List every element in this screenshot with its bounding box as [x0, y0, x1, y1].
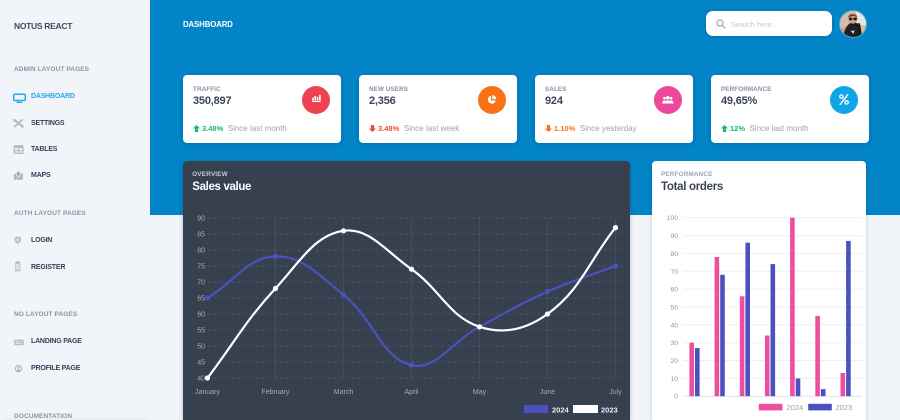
svg-text:2023: 2023: [836, 403, 853, 412]
svg-text:65: 65: [197, 296, 205, 303]
svg-text:20: 20: [670, 358, 678, 365]
svg-text:40: 40: [197, 376, 205, 383]
svg-text:50: 50: [197, 344, 205, 351]
svg-text:100: 100: [667, 215, 679, 222]
svg-text:May: May: [473, 389, 487, 396]
svg-text:90: 90: [670, 233, 678, 240]
svg-text:70: 70: [670, 269, 678, 276]
svg-text:2023: 2023: [601, 406, 618, 415]
svg-text:February: February: [261, 389, 290, 396]
svg-text:90: 90: [197, 216, 205, 223]
svg-text:80: 80: [197, 248, 205, 255]
svg-text:60: 60: [197, 312, 205, 319]
svg-text:85: 85: [197, 232, 205, 239]
svg-text:80: 80: [670, 251, 678, 258]
svg-text:70: 70: [197, 280, 205, 287]
svg-text:45: 45: [197, 360, 205, 367]
svg-text:January: January: [195, 389, 220, 396]
svg-text:30: 30: [670, 340, 678, 347]
svg-text:June: June: [540, 389, 555, 396]
svg-text:March: March: [334, 389, 354, 396]
svg-text:55: 55: [197, 328, 205, 335]
svg-text:2024: 2024: [552, 406, 570, 415]
svg-text:April: April: [404, 389, 418, 396]
svg-text:50: 50: [670, 305, 678, 312]
svg-text:2024: 2024: [787, 403, 804, 412]
svg-text:75: 75: [197, 264, 205, 271]
svg-text:10: 10: [670, 376, 678, 383]
svg-text:40: 40: [670, 322, 678, 329]
svg-text:60: 60: [670, 287, 678, 294]
svg-text:July: July: [609, 389, 622, 396]
svg-text:0: 0: [674, 394, 678, 401]
